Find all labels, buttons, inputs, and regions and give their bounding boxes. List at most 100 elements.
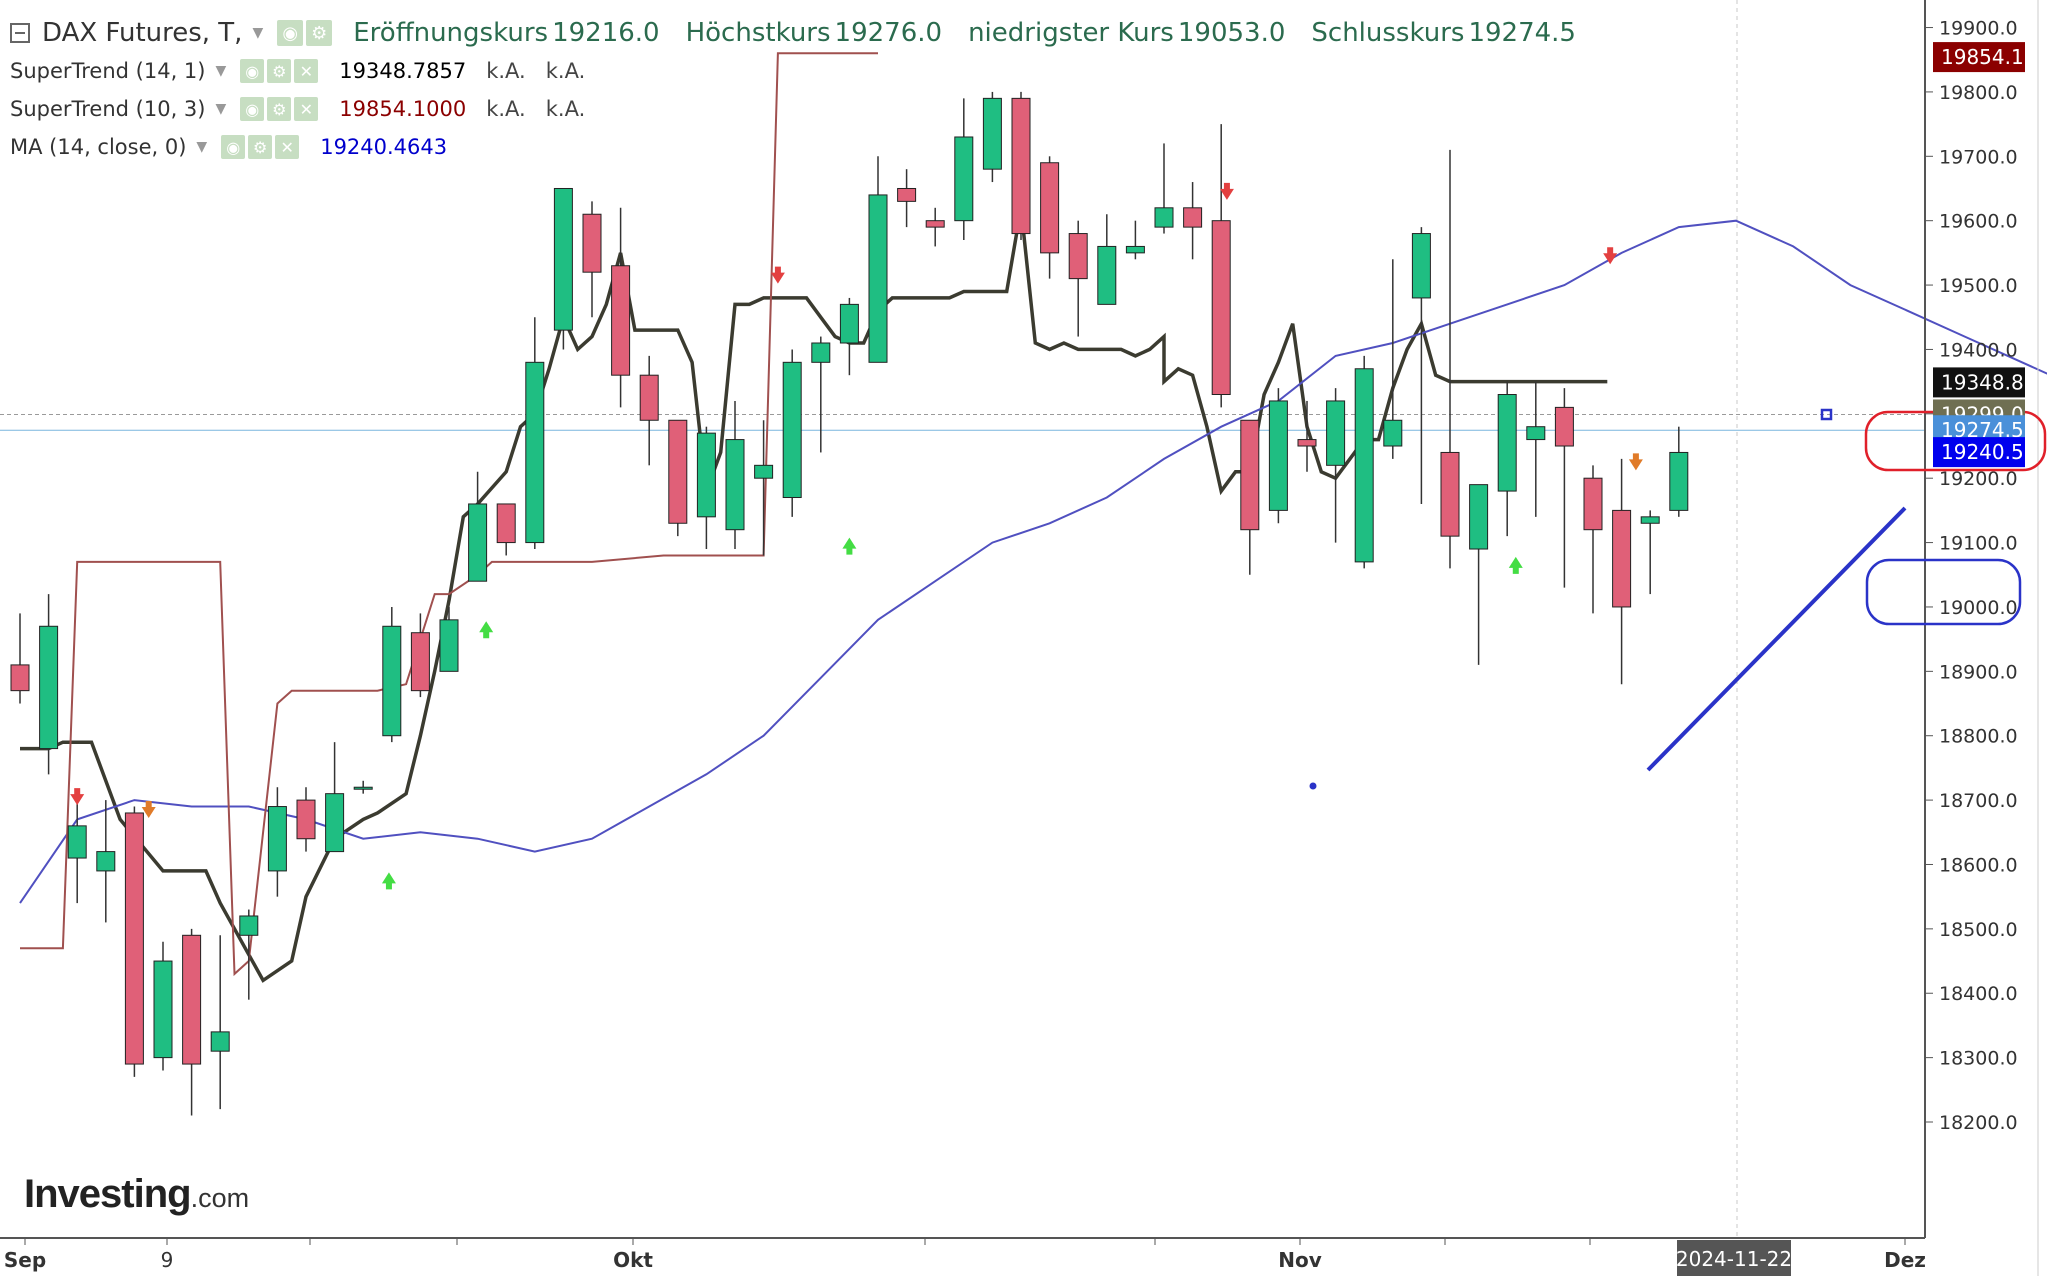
candle-body xyxy=(1640,516,1660,524)
candle xyxy=(96,800,116,923)
indicator-line xyxy=(19,219,2047,904)
candle xyxy=(811,336,831,453)
indicator-name: SuperTrend (14, 1) xyxy=(10,59,206,83)
candle-body xyxy=(582,213,602,273)
instrument-controls: ◉ ⚙ xyxy=(277,20,335,46)
candle xyxy=(925,207,945,247)
candle xyxy=(553,187,573,350)
candle xyxy=(182,928,202,1116)
price-tag-bg xyxy=(1933,42,2025,73)
arrow-down-icon xyxy=(141,800,156,818)
candle xyxy=(1669,426,1689,517)
x-tick-label: 9 xyxy=(161,1248,174,1272)
y-tick-label: 19600.0 xyxy=(1939,211,2018,233)
arrow-up-icon xyxy=(842,537,857,555)
candle xyxy=(325,742,345,853)
investing-logo: Investing.com xyxy=(24,1172,249,1217)
candle xyxy=(1183,182,1203,260)
candle-body xyxy=(1354,368,1374,563)
candle-body xyxy=(639,374,659,421)
y-tick-label: 18600.0 xyxy=(1939,854,2018,876)
candle-body xyxy=(267,806,287,872)
gear-icon[interactable]: ⚙ xyxy=(267,59,292,83)
candle-body xyxy=(353,786,373,790)
chevron-down-icon[interactable]: ▼ xyxy=(252,25,264,41)
indicator-row-ma-14: MA (14, close, 0) ▼ ◉ ⚙ ✕ 19240.4643 xyxy=(10,128,1602,166)
candle-body xyxy=(210,1031,230,1052)
indicator-value-3: k.A. xyxy=(545,59,586,83)
chevron-down-icon[interactable]: ▼ xyxy=(215,101,227,117)
candle xyxy=(1154,143,1174,234)
candle xyxy=(10,613,30,704)
candle-body xyxy=(10,664,30,692)
indicator-line xyxy=(20,52,878,977)
eye-icon[interactable]: ◉ xyxy=(277,20,304,46)
candle xyxy=(1612,458,1632,685)
candle-body xyxy=(668,419,688,524)
candle xyxy=(1211,124,1231,408)
drawing-annotations[interactable] xyxy=(1309,408,2047,790)
candle xyxy=(1383,259,1403,459)
candle xyxy=(410,613,430,698)
indicator-controls: ◉ ⚙ ✕ xyxy=(221,135,302,159)
candle xyxy=(1268,388,1288,524)
candle-body xyxy=(468,503,488,582)
candle-body xyxy=(1068,233,1088,280)
date-tag: 2024-11-22 xyxy=(1676,1240,1792,1276)
gear-icon[interactable]: ⚙ xyxy=(267,97,292,121)
candle-body xyxy=(811,342,831,363)
indicator-value: 19854.1000 xyxy=(339,97,467,121)
eye-icon[interactable]: ◉ xyxy=(240,97,265,121)
price-tag-text: 19854.1 xyxy=(1941,45,2024,69)
chevron-down-icon[interactable]: ▼ xyxy=(196,139,208,155)
candle xyxy=(67,800,87,904)
candle xyxy=(725,400,745,550)
arrow-down-icon xyxy=(1219,182,1234,200)
gear-icon[interactable]: ⚙ xyxy=(248,135,273,159)
indicator-value: 19240.4643 xyxy=(320,135,448,159)
candle-body xyxy=(1154,207,1174,228)
candle-body xyxy=(439,619,459,672)
arrow-down-icon xyxy=(770,266,785,284)
gear-icon[interactable]: ⚙ xyxy=(306,20,333,46)
eye-icon[interactable]: ◉ xyxy=(240,59,265,83)
y-tick-label: 19400.0 xyxy=(1939,339,2018,361)
y-tick-label: 19000.0 xyxy=(1939,597,2018,619)
date-tag-text: 2024-11-22 xyxy=(1676,1247,1792,1271)
candle-body xyxy=(553,187,573,331)
trend-line xyxy=(1646,506,1907,772)
arrow-down-icon xyxy=(1603,247,1618,265)
candle xyxy=(1583,465,1603,614)
candle-body xyxy=(1411,233,1431,299)
collapse-legend-button[interactable] xyxy=(10,23,30,43)
close-icon[interactable]: ✕ xyxy=(275,135,300,159)
candle xyxy=(353,780,373,794)
candle-body xyxy=(696,432,716,518)
close-icon[interactable]: ✕ xyxy=(294,97,319,121)
candle xyxy=(296,787,316,852)
close-icon[interactable]: ✕ xyxy=(294,59,319,83)
candle xyxy=(239,909,259,1000)
low-label: niedrigster Kurs xyxy=(968,18,1174,48)
candle xyxy=(1354,355,1374,569)
y-tick-label: 19200.0 xyxy=(1939,468,2018,490)
anchor-dot xyxy=(1309,782,1317,790)
legend-main-row: DAX Futures, T, ▼ ◉ ⚙ Eröffnungskurs 192… xyxy=(10,14,1602,52)
indicator-name: MA (14, close, 0) xyxy=(10,135,187,159)
candle-body xyxy=(925,220,945,228)
highlight-ellipse-blue xyxy=(1865,558,2022,626)
candle-body xyxy=(1326,400,1346,466)
candle-body xyxy=(182,934,202,1065)
candle-body xyxy=(839,303,859,344)
y-tick-label: 18300.0 xyxy=(1939,1048,2018,1070)
chevron-down-icon[interactable]: ▼ xyxy=(215,63,227,79)
low-value: 19053.0 xyxy=(1177,18,1286,48)
price-tag-text: 19240.5 xyxy=(1941,440,2024,464)
eye-icon[interactable]: ◉ xyxy=(221,135,246,159)
candle-body xyxy=(325,793,345,853)
indicator-row-supertrend-14: SuperTrend (14, 1) ▼ ◉ ⚙ ✕ 19348.7857 k.… xyxy=(10,52,1602,90)
candle-body xyxy=(1211,220,1231,396)
candle xyxy=(210,935,230,1110)
